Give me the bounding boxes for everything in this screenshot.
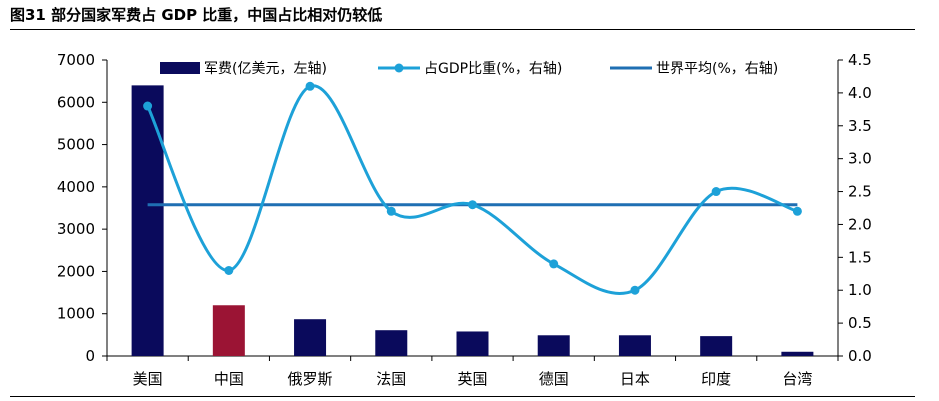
right-tick-label: 0.5: [848, 314, 872, 332]
gdp-share-point: [549, 259, 559, 269]
top-rule: [10, 29, 915, 30]
x-tick-label: 台湾: [782, 370, 812, 388]
gdp-share-point: [792, 206, 802, 216]
bar: [212, 305, 245, 356]
bar: [618, 335, 651, 356]
right-tick-label: 1.0: [848, 281, 872, 299]
legend-swatch-gdp-marker: [394, 63, 404, 73]
bar: [700, 336, 733, 356]
bar: [537, 335, 570, 356]
left-tick-label: 6000: [57, 93, 95, 111]
left-tick-label: 4000: [57, 178, 95, 196]
bar: [456, 331, 489, 356]
gdp-share-point: [468, 200, 477, 210]
right-tick-label: 1.5: [848, 248, 872, 266]
bar: [781, 351, 814, 356]
gdp-share-line: [146, 84, 798, 295]
legend-swatch-bar: [160, 62, 200, 74]
gdp-share-point: [305, 81, 315, 91]
gdp-share-point: [630, 285, 640, 295]
right-tick-label: 3.0: [848, 150, 872, 168]
right-tick-label: 4.5: [848, 51, 872, 69]
x-tick-label: 英国: [457, 370, 487, 388]
gdp-share-point: [711, 187, 721, 197]
left-tick-label: 2000: [57, 262, 95, 280]
legend-label-bar: 军费(亿美元，左轴): [204, 61, 327, 77]
gdp-share-point: [224, 265, 234, 275]
right-tick-label: 3.5: [848, 117, 872, 135]
left-tick-label: 5000: [57, 136, 95, 154]
x-tick-label: 俄罗斯: [288, 370, 333, 388]
chart-title: 图31 部分国家军费占 GDP 比重，中国占比相对仍较低: [10, 6, 383, 24]
right-tick-label: 4.0: [848, 84, 872, 102]
x-tick-label: 印度: [701, 370, 731, 388]
bar: [294, 319, 327, 356]
legend-label-world: 世界平均(%，右轴): [656, 61, 778, 77]
left-tick-label: 7000: [57, 51, 95, 69]
gdp-share-point: [386, 206, 396, 216]
right-tick-label: 0.0: [848, 347, 872, 365]
left-tick-label: 3000: [57, 220, 95, 238]
x-tick-label: 日本: [620, 370, 650, 388]
left-tick-label: 1000: [57, 305, 95, 323]
x-tick-label: 法国: [376, 370, 406, 388]
right-tick-label: 2.5: [848, 183, 872, 201]
bar: [375, 330, 408, 356]
legend-label-gdp: 占GDP比重(%，右轴): [424, 61, 562, 77]
right-tick-label: 2.0: [848, 215, 872, 233]
x-tick-label: 中国: [214, 370, 244, 388]
bottom-rule: [10, 396, 915, 397]
bar: [131, 85, 164, 356]
x-tick-label: 德国: [539, 370, 569, 388]
left-tick-label: 0: [85, 347, 95, 365]
gdp-share-point: [143, 101, 153, 111]
x-tick-label: 美国: [133, 370, 163, 388]
